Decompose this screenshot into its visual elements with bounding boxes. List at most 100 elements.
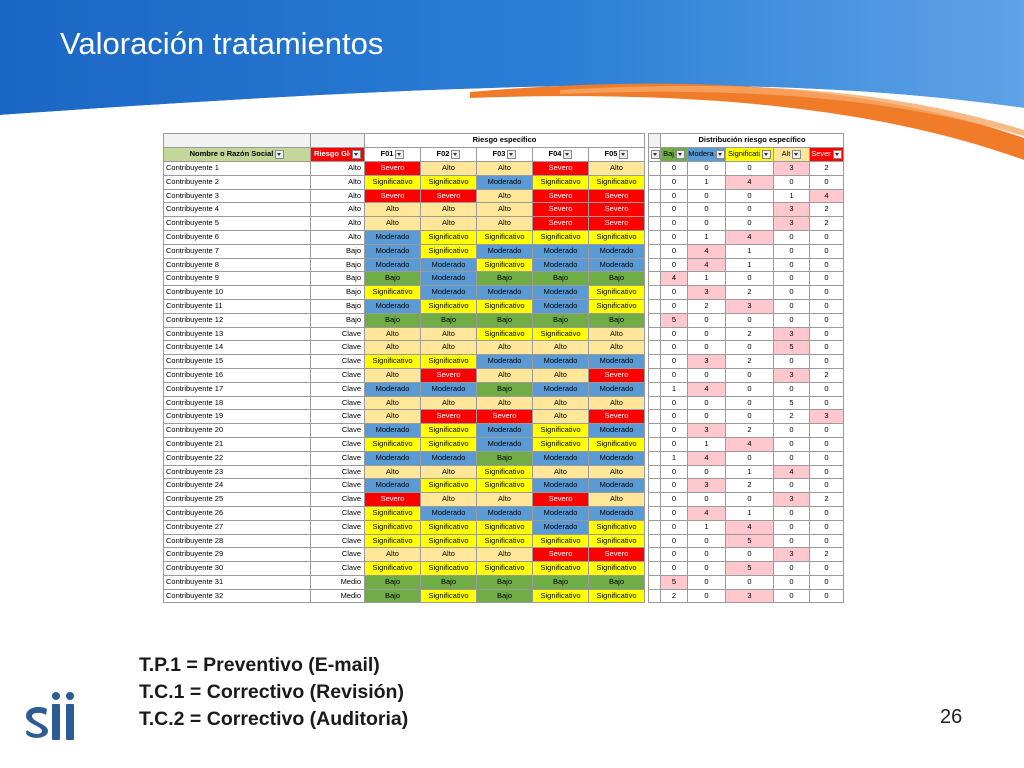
cell-distribution-count[interactable]: 1 (687, 271, 726, 287)
cell-factor-risk[interactable]: Moderado (532, 519, 589, 535)
cell-distribution-count[interactable]: 0 (687, 588, 726, 604)
cell-blank[interactable] (648, 312, 661, 328)
cell-distribution-count[interactable]: 3 (687, 354, 726, 369)
cell-distribution-count[interactable]: 4 (773, 464, 810, 480)
cell-distribution-count[interactable]: 3 (687, 285, 726, 300)
cell-factor-risk[interactable]: Severo (532, 216, 589, 231)
cell-distribution-count[interactable]: 2 (725, 423, 774, 438)
cell-distribution-count[interactable]: 0 (773, 285, 810, 300)
cell-blank[interactable] (648, 478, 661, 494)
cell-distribution-count[interactable]: 4 (687, 243, 726, 259)
cell-distribution-count[interactable]: 0 (809, 561, 844, 576)
cell-distribution-count[interactable]: 3 (687, 478, 726, 494)
filter-dropdown-icon[interactable] (275, 149, 285, 159)
cell-name[interactable]: Contribuyente 12 (163, 312, 311, 328)
cell-distribution-count[interactable]: 0 (725, 271, 774, 287)
cell-blank[interactable] (648, 298, 661, 314)
cell-distribution-count[interactable]: 2 (687, 298, 726, 314)
cell-distribution-count[interactable]: 0 (660, 367, 688, 383)
cell-distribution-count[interactable]: 0 (809, 354, 844, 369)
cell-factor-risk[interactable]: Significativo (532, 229, 589, 245)
cell-distribution-count[interactable]: 0 (809, 395, 844, 411)
cell-name[interactable]: Contribuyente 27 (163, 519, 311, 535)
cell-distribution-count[interactable]: 0 (687, 547, 726, 563)
cell-factor-risk[interactable]: Alto (588, 395, 645, 411)
cell-factor-risk[interactable]: Alto (420, 464, 477, 480)
cell-distribution-count[interactable]: 0 (809, 574, 844, 590)
cell-distribution-count[interactable]: 2 (809, 202, 844, 218)
cell-global-risk[interactable]: Bajo (310, 298, 365, 314)
cell-factor-risk[interactable]: Significativo (420, 229, 477, 245)
cell-distribution-count[interactable]: 4 (660, 271, 688, 287)
cell-factor-risk[interactable]: Significativo (364, 436, 421, 452)
cell-distribution-count[interactable]: 0 (809, 326, 844, 342)
cell-distribution-count[interactable]: 0 (660, 409, 688, 425)
cell-distribution-count[interactable]: 0 (725, 160, 774, 176)
cell-name[interactable]: Contribuyente 20 (163, 423, 311, 438)
cell-factor-risk[interactable]: Significativo (476, 464, 533, 480)
cell-distribution-count[interactable]: 0 (687, 367, 726, 383)
cell-blank[interactable] (648, 367, 661, 383)
column-header-distribution[interactable]: Alt (773, 146, 810, 162)
cell-distribution-count[interactable]: 0 (773, 271, 810, 287)
cell-distribution-count[interactable]: 0 (660, 547, 688, 563)
cell-factor-risk[interactable]: Severo (476, 409, 533, 425)
cell-distribution-count[interactable]: 0 (809, 436, 844, 452)
cell-factor-risk[interactable]: Alto (364, 216, 421, 231)
cell-factor-risk[interactable]: Alto (476, 395, 533, 411)
cell-name[interactable]: Contribuyente 22 (163, 450, 311, 466)
cell-distribution-count[interactable]: 2 (725, 354, 774, 369)
cell-factor-risk[interactable]: Alto (476, 160, 533, 176)
cell-distribution-count[interactable]: 2 (809, 160, 844, 176)
cell-distribution-count[interactable]: 0 (809, 312, 844, 328)
cell-distribution-count[interactable]: 0 (773, 381, 810, 397)
cell-global-risk[interactable]: Alto (310, 202, 365, 218)
cell-distribution-count[interactable]: 0 (725, 188, 774, 204)
cell-distribution-count[interactable]: 0 (687, 326, 726, 342)
cell-distribution-count[interactable]: 1 (687, 174, 726, 190)
cell-factor-risk[interactable]: Severo (420, 409, 477, 425)
cell-blank[interactable] (648, 229, 661, 245)
cell-name[interactable]: Contribuyente 23 (163, 464, 311, 480)
cell-factor-risk[interactable]: Moderado (532, 450, 589, 466)
cell-name[interactable]: Contribuyente 2 (163, 174, 311, 190)
cell-distribution-count[interactable]: 0 (660, 492, 688, 507)
cell-blank[interactable] (648, 450, 661, 466)
cell-factor-risk[interactable]: Alto (364, 464, 421, 480)
cell-distribution-count[interactable]: 0 (773, 519, 810, 535)
cell-distribution-count[interactable]: 3 (725, 298, 774, 314)
cell-factor-risk[interactable]: Significativo (588, 298, 645, 314)
cell-global-risk[interactable]: Clave (310, 505, 365, 521)
cell-factor-risk[interactable]: Significativo (476, 533, 533, 549)
cell-name[interactable]: Contribuyente 30 (163, 561, 311, 576)
cell-factor-risk[interactable]: Significativo (588, 561, 645, 576)
cell-global-risk[interactable]: Clave (310, 409, 365, 425)
cell-factor-risk[interactable]: Significativo (364, 519, 421, 535)
cell-distribution-count[interactable]: 2 (660, 588, 688, 604)
cell-distribution-count[interactable]: 0 (660, 464, 688, 480)
cell-distribution-count[interactable]: 1 (687, 519, 726, 535)
cell-factor-risk[interactable]: Significativo (364, 533, 421, 549)
cell-distribution-count[interactable]: 1 (687, 436, 726, 452)
cell-distribution-count[interactable]: 0 (687, 340, 726, 356)
cell-distribution-count[interactable]: 0 (809, 298, 844, 314)
cell-global-risk[interactable]: Clave (310, 561, 365, 576)
cell-global-risk[interactable]: Alto (310, 216, 365, 231)
cell-factor-risk[interactable]: Significativo (420, 588, 477, 604)
cell-distribution-count[interactable]: 0 (687, 160, 726, 176)
cell-factor-risk[interactable]: Bajo (588, 271, 645, 287)
cell-name[interactable]: Contribuyente 13 (163, 326, 311, 342)
cell-blank[interactable] (648, 561, 661, 576)
cell-blank[interactable] (648, 409, 661, 425)
cell-distribution-count[interactable]: 0 (725, 409, 774, 425)
cell-name[interactable]: Contribuyente 24 (163, 478, 311, 494)
cell-name[interactable]: Contribuyente 7 (163, 243, 311, 259)
cell-distribution-count[interactable]: 0 (660, 298, 688, 314)
cell-factor-risk[interactable]: Significativo (476, 478, 533, 494)
cell-distribution-count[interactable]: 0 (809, 588, 844, 604)
cell-blank[interactable] (648, 340, 661, 356)
cell-distribution-count[interactable]: 2 (809, 547, 844, 563)
cell-distribution-count[interactable]: 0 (687, 216, 726, 231)
cell-factor-risk[interactable]: Significativo (588, 519, 645, 535)
cell-factor-risk[interactable]: Significativo (420, 436, 477, 452)
